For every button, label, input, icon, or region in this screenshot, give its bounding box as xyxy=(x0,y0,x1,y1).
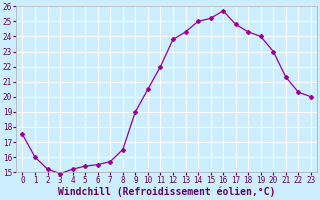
X-axis label: Windchill (Refroidissement éolien,°C): Windchill (Refroidissement éolien,°C) xyxy=(58,187,276,197)
